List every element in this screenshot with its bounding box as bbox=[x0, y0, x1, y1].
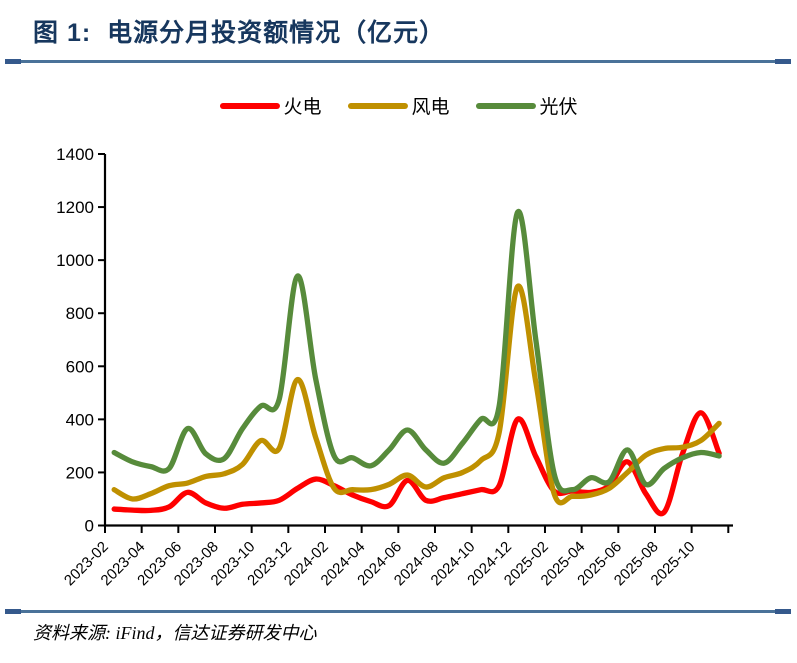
y-axis-label: 800 bbox=[66, 304, 94, 323]
legend-label-thermal: 火电 bbox=[283, 97, 322, 118]
y-axis-label: 1000 bbox=[56, 251, 94, 270]
y-axis-label: 200 bbox=[66, 463, 94, 482]
y-axis-label: 1400 bbox=[56, 145, 94, 164]
legend-item-wind: 风电 bbox=[347, 92, 450, 119]
divider-right-cap bbox=[775, 59, 791, 64]
divider-left-cap bbox=[5, 609, 21, 614]
y-axis-label: 0 bbox=[85, 517, 94, 536]
y-axis-label: 600 bbox=[66, 357, 94, 376]
legend-label-wind: 风电 bbox=[411, 97, 450, 118]
legend-label-solar: 光伏 bbox=[539, 97, 578, 118]
y-axis-label: 1200 bbox=[56, 198, 94, 217]
source-note: 资料来源: iFind，信达证券研发中心 bbox=[33, 623, 317, 643]
series-line-光伏 bbox=[111, 208, 722, 494]
wind-series-swatch bbox=[347, 102, 408, 109]
divider-left-cap bbox=[5, 59, 21, 64]
legend-item-thermal: 火电 bbox=[219, 92, 321, 119]
divider-bar bbox=[21, 60, 775, 63]
top-divider bbox=[5, 59, 791, 64]
series-line-风电 bbox=[111, 283, 722, 506]
thermal-series-swatch bbox=[219, 102, 280, 109]
solar-series-swatch bbox=[475, 102, 536, 109]
figure-title: 图 1: 电源分月投资额情况（亿元） bbox=[33, 19, 446, 47]
chart-legend: 火电 风电 光伏 bbox=[219, 92, 578, 119]
divider-right-cap bbox=[775, 609, 791, 614]
legend-item-solar: 光伏 bbox=[475, 92, 578, 119]
axis-lines bbox=[103, 154, 733, 527]
y-axis-label: 400 bbox=[66, 410, 94, 429]
series-line-火电 bbox=[111, 410, 722, 517]
bottom-divider bbox=[5, 609, 791, 614]
divider-bar bbox=[21, 610, 775, 613]
